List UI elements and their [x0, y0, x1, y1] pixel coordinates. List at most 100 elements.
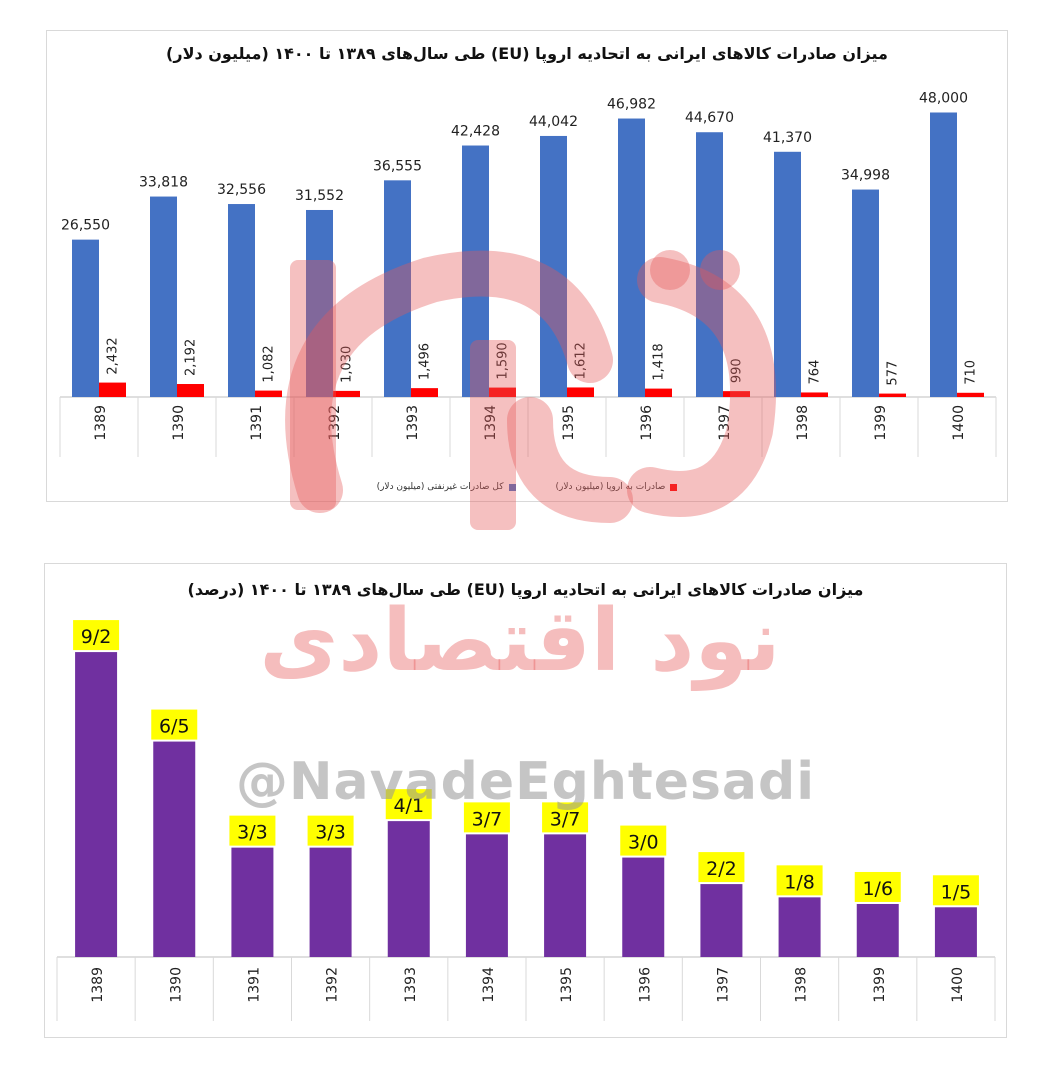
legend-swatch-blue	[508, 483, 516, 491]
x-tick-label: 1398	[795, 405, 811, 441]
data-label-percent: 1/5	[941, 881, 972, 903]
bar-eu-exports	[489, 387, 516, 397]
x-tick-label: 1396	[637, 967, 653, 1003]
data-label-percent: 3/7	[472, 808, 503, 830]
x-tick-label: 1392	[327, 405, 343, 441]
data-label-eu: 764	[808, 360, 823, 385]
bar-total-exports	[540, 135, 567, 397]
data-label-background	[229, 815, 276, 846]
bar-eu-share	[465, 834, 508, 957]
bar-eu-share	[153, 741, 196, 957]
x-tick-label: 1389	[93, 405, 109, 441]
data-label-total: 34,998	[841, 168, 890, 184]
data-label-background	[620, 825, 667, 856]
data-label-percent: 1/8	[784, 871, 815, 893]
data-label-eu: 1,612	[574, 342, 589, 379]
data-label-total: 32,556	[217, 182, 266, 198]
bar-eu-share	[856, 903, 899, 957]
x-tick-label: 1392	[325, 967, 341, 1003]
x-tick-label: 1400	[950, 967, 966, 1003]
bar-eu-share	[75, 652, 118, 957]
data-label-percent: 6/5	[159, 716, 190, 738]
data-label-total: 44,042	[529, 114, 578, 130]
bar-total-exports	[774, 151, 801, 397]
bar-total-exports	[462, 145, 489, 397]
bar-eu-exports	[567, 387, 594, 397]
data-label-total: 42,428	[451, 124, 500, 140]
bar-eu-share	[544, 834, 587, 957]
bar-eu-exports	[411, 388, 438, 397]
data-label-eu: 2,432	[106, 337, 121, 374]
bar-total-exports	[696, 132, 723, 397]
data-label-total: 46,982	[607, 97, 656, 113]
data-label-percent: 2/2	[706, 858, 737, 880]
data-label-total: 44,670	[685, 110, 734, 126]
bar-eu-share	[622, 857, 665, 957]
bar-eu-exports	[957, 392, 984, 397]
x-tick-label: 1396	[639, 405, 655, 441]
data-label-total: 33,818	[139, 175, 188, 191]
x-tick-label: 1394	[481, 967, 497, 1003]
data-label-background	[73, 620, 120, 651]
bar-total-exports	[150, 196, 177, 397]
data-label-percent: 3/3	[315, 822, 346, 844]
data-label-background	[932, 875, 979, 906]
bar-eu-exports	[723, 391, 750, 397]
x-tick-label: 1399	[872, 967, 888, 1003]
bar-eu-share	[700, 884, 743, 957]
chart-legend: صادرات به اروپا (میلیون دلار) کل صادرات …	[47, 482, 1007, 492]
x-tick-label: 1397	[717, 405, 733, 441]
x-tick-label: 1394	[483, 405, 499, 441]
bar-total-exports	[852, 189, 879, 397]
data-label-percent: 1/6	[862, 878, 893, 900]
legend-label: صادرات به اروپا (میلیون دلار)	[555, 482, 666, 492]
bar-eu-exports	[879, 393, 906, 397]
data-label-background	[307, 815, 354, 846]
data-label-eu: 577	[886, 361, 901, 386]
x-tick-label: 1397	[715, 967, 731, 1003]
x-tick-label: 1389	[90, 967, 106, 1003]
data-label-background	[776, 865, 823, 896]
data-label-total: 31,552	[295, 188, 344, 204]
data-label-percent: 4/1	[393, 795, 424, 817]
bar-chart-exports-usd: 26,550 2,432 1389 33,818 2,192 1390 32,556 1,08…	[59, 90, 997, 457]
data-label-eu: 710	[964, 360, 979, 385]
data-label-background	[698, 852, 745, 883]
data-label-percent: 9/2	[81, 626, 112, 648]
data-label-eu: 1,590	[496, 342, 511, 379]
legend-label: کل صادرات غیرنفتی (میلیون دلار)	[376, 482, 504, 492]
bar-eu-share	[309, 847, 352, 957]
data-label-eu: 1,418	[652, 343, 667, 380]
bar-total-exports	[306, 209, 333, 397]
x-tick-label: 1398	[794, 967, 810, 1003]
data-label-total: 41,370	[763, 130, 812, 146]
data-label-eu: 1,496	[418, 343, 433, 380]
x-tick-label: 1395	[561, 405, 577, 441]
x-tick-label: 1400	[951, 405, 967, 441]
legend-item-total-exports: کل صادرات غیرنفتی (میلیون دلار)	[377, 482, 516, 492]
bar-total-exports	[228, 204, 255, 397]
x-tick-label: 1399	[873, 405, 889, 441]
x-tick-label: 1390	[168, 967, 184, 1003]
chart-panel-exports-percent: میزان صادرات کالاهای ایرانی به اتحادیه ا…	[44, 563, 1007, 1038]
data-label-eu: 1,082	[262, 345, 277, 382]
data-label-percent: 3/0	[628, 832, 659, 854]
bar-eu-exports	[177, 384, 204, 397]
data-label-total: 26,550	[61, 218, 110, 234]
bar-eu-share	[778, 897, 821, 957]
chart-title: میزان صادرات کالاهای ایرانی به اتحادیه ا…	[166, 44, 888, 63]
bar-eu-exports	[255, 390, 282, 397]
x-tick-label: 1395	[559, 967, 575, 1003]
data-label-total: 36,555	[373, 158, 422, 174]
x-tick-label: 1391	[249, 405, 265, 441]
bar-chart-exports-percent: 9/2 1389 6/5 1390 3/3 1391 3/3 1392 4/1 1393 3/7 13…	[56, 620, 996, 1021]
x-tick-label: 1393	[403, 967, 419, 1003]
data-label-percent: 3/7	[550, 808, 581, 830]
data-label-eu: 2,192	[184, 339, 199, 376]
legend-item-eu-exports: صادرات به اروپا (میلیون دلار)	[556, 482, 678, 492]
data-label-background	[854, 871, 901, 902]
x-tick-label: 1391	[246, 967, 262, 1003]
x-tick-label: 1390	[171, 405, 187, 441]
data-label-background	[463, 802, 510, 833]
x-tick-label: 1393	[405, 405, 421, 441]
